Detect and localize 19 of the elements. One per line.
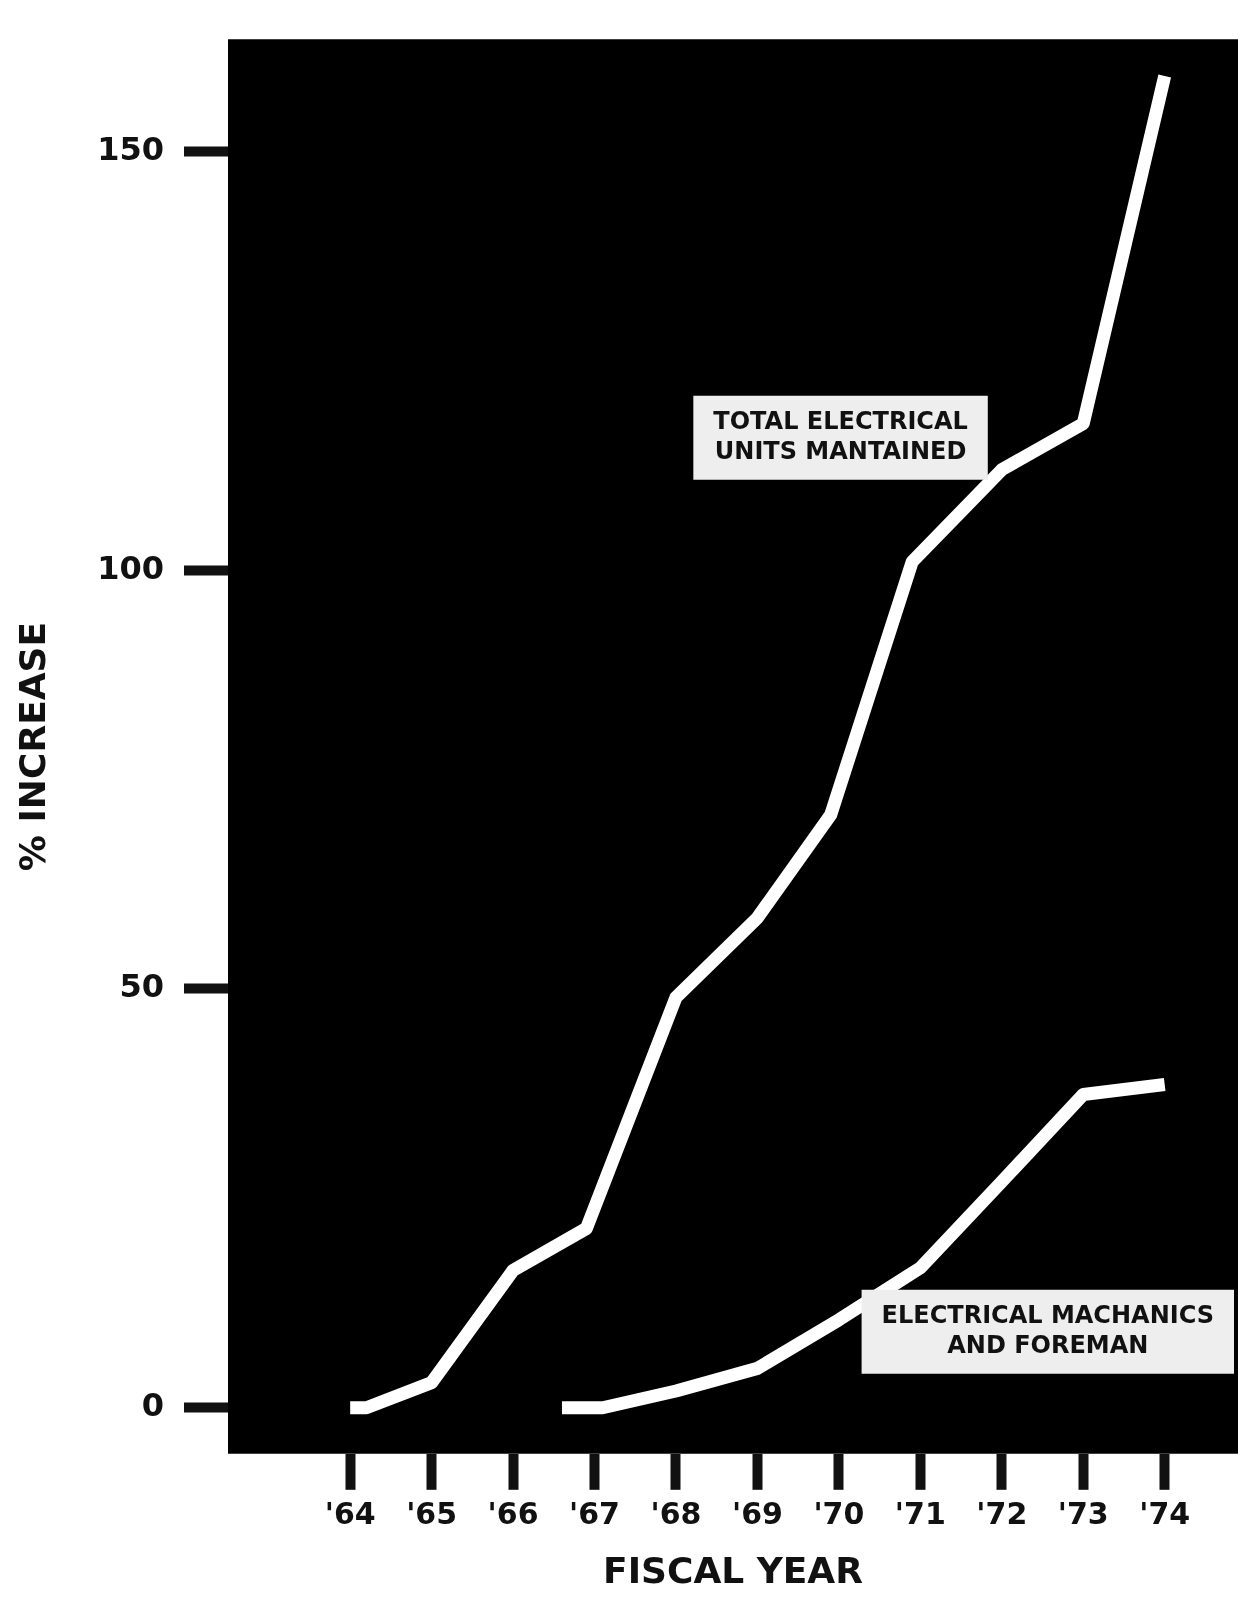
x-tick-label: '71 <box>894 1495 946 1531</box>
x-axis-title: FISCAL YEAR <box>603 1549 863 1591</box>
series-label: ELECTRICAL MACHANICS AND FOREMAN <box>881 1301 1214 1360</box>
x-tick-label: '70 <box>813 1495 865 1531</box>
x-tick-label: '67 <box>569 1495 620 1531</box>
x-tick-label: '74 <box>1139 1495 1191 1531</box>
x-tick-label: '73 <box>1057 1495 1109 1531</box>
y-tick-label: 150 <box>97 129 164 168</box>
y-tick-label: 0 <box>141 1386 164 1425</box>
x-tick-label: '65 <box>406 1495 458 1531</box>
x-tick-label: '68 <box>650 1495 702 1531</box>
y-tick-label: 100 <box>97 548 164 587</box>
x-tick-label: '66 <box>487 1495 539 1531</box>
x-tick-label: '72 <box>976 1495 1028 1531</box>
x-tick-label: '69 <box>731 1495 783 1531</box>
y-tick-label: 50 <box>119 967 164 1006</box>
y-axis-title: % INCREASE <box>11 621 53 872</box>
series-label: TOTAL ELECTRICAL UNITS MANTAINED <box>713 406 968 465</box>
x-tick-label: '64 <box>324 1495 376 1531</box>
